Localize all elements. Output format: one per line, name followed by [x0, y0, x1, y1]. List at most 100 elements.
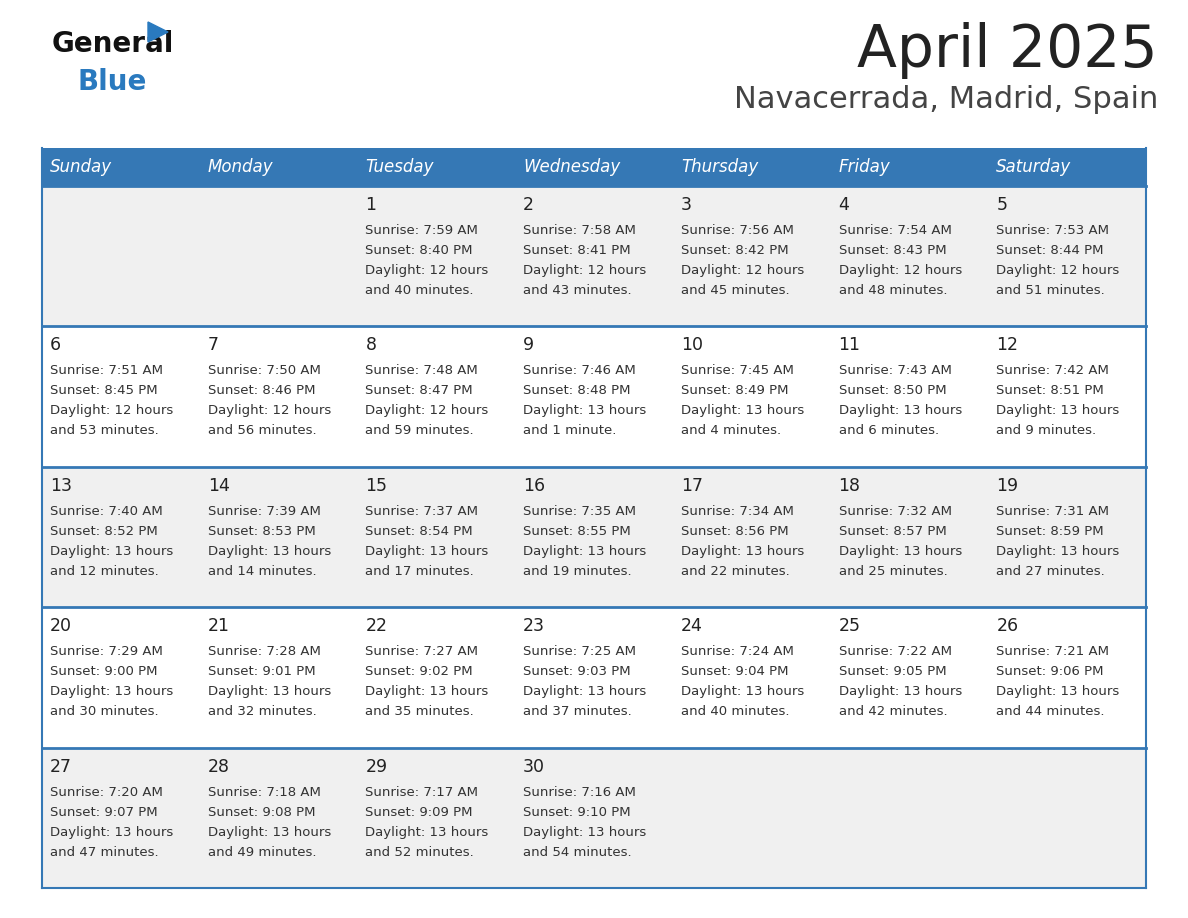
Text: Sunrise: 7:40 AM: Sunrise: 7:40 AM [50, 505, 163, 518]
Text: Daylight: 13 hours: Daylight: 13 hours [208, 685, 331, 699]
Text: 1: 1 [366, 196, 377, 214]
Text: 28: 28 [208, 757, 229, 776]
Text: Daylight: 13 hours: Daylight: 13 hours [523, 825, 646, 839]
Text: Sunset: 8:44 PM: Sunset: 8:44 PM [997, 244, 1104, 257]
Text: Sunrise: 7:21 AM: Sunrise: 7:21 AM [997, 645, 1110, 658]
Text: Sunrise: 7:54 AM: Sunrise: 7:54 AM [839, 224, 952, 237]
Text: 21: 21 [208, 617, 229, 635]
Text: Friday: Friday [839, 158, 890, 176]
Text: Sunrise: 7:22 AM: Sunrise: 7:22 AM [839, 645, 952, 658]
Text: Daylight: 13 hours: Daylight: 13 hours [50, 685, 173, 699]
Text: Daylight: 13 hours: Daylight: 13 hours [681, 685, 804, 699]
Text: Sunrise: 7:35 AM: Sunrise: 7:35 AM [523, 505, 636, 518]
Text: Wednesday: Wednesday [523, 158, 620, 176]
Text: Sunset: 9:00 PM: Sunset: 9:00 PM [50, 666, 158, 678]
Text: 11: 11 [839, 336, 860, 354]
Text: Sunset: 8:56 PM: Sunset: 8:56 PM [681, 525, 789, 538]
Text: and 32 minutes.: and 32 minutes. [208, 705, 316, 718]
Text: 26: 26 [997, 617, 1018, 635]
Text: Daylight: 12 hours: Daylight: 12 hours [50, 405, 173, 418]
Text: Sunset: 8:47 PM: Sunset: 8:47 PM [366, 385, 473, 397]
Text: 4: 4 [839, 196, 849, 214]
Text: 27: 27 [50, 757, 72, 776]
Text: 23: 23 [523, 617, 545, 635]
Text: and 42 minutes.: and 42 minutes. [839, 705, 947, 718]
Text: 29: 29 [366, 757, 387, 776]
Text: Daylight: 12 hours: Daylight: 12 hours [997, 264, 1119, 277]
Text: 22: 22 [366, 617, 387, 635]
Text: and 14 minutes.: and 14 minutes. [208, 565, 316, 577]
Text: Sunset: 8:48 PM: Sunset: 8:48 PM [523, 385, 631, 397]
Text: 20: 20 [50, 617, 72, 635]
Text: and 40 minutes.: and 40 minutes. [366, 284, 474, 297]
FancyBboxPatch shape [358, 148, 516, 186]
Text: Sunset: 8:55 PM: Sunset: 8:55 PM [523, 525, 631, 538]
Text: and 25 minutes.: and 25 minutes. [839, 565, 947, 577]
Text: 25: 25 [839, 617, 860, 635]
Text: and 27 minutes.: and 27 minutes. [997, 565, 1105, 577]
FancyBboxPatch shape [42, 607, 1146, 747]
Text: Daylight: 13 hours: Daylight: 13 hours [839, 405, 962, 418]
Text: Sunset: 8:53 PM: Sunset: 8:53 PM [208, 525, 316, 538]
Text: and 6 minutes.: and 6 minutes. [839, 424, 939, 437]
Text: Sunrise: 7:46 AM: Sunrise: 7:46 AM [523, 364, 636, 377]
Text: and 51 minutes.: and 51 minutes. [997, 284, 1105, 297]
Text: Sunset: 9:03 PM: Sunset: 9:03 PM [523, 666, 631, 678]
Text: Sunrise: 7:56 AM: Sunrise: 7:56 AM [681, 224, 794, 237]
Text: 13: 13 [50, 476, 72, 495]
Text: Daylight: 13 hours: Daylight: 13 hours [366, 825, 488, 839]
Text: Sunrise: 7:43 AM: Sunrise: 7:43 AM [839, 364, 952, 377]
Text: Daylight: 13 hours: Daylight: 13 hours [523, 405, 646, 418]
Text: Sunset: 8:50 PM: Sunset: 8:50 PM [839, 385, 946, 397]
Text: Sunset: 8:40 PM: Sunset: 8:40 PM [366, 244, 473, 257]
Text: Sunrise: 7:42 AM: Sunrise: 7:42 AM [997, 364, 1110, 377]
Text: Daylight: 13 hours: Daylight: 13 hours [366, 685, 488, 699]
Text: Sunset: 8:49 PM: Sunset: 8:49 PM [681, 385, 789, 397]
FancyBboxPatch shape [830, 148, 988, 186]
FancyBboxPatch shape [988, 148, 1146, 186]
Text: 9: 9 [523, 336, 535, 354]
Text: Daylight: 13 hours: Daylight: 13 hours [997, 685, 1119, 699]
Text: 30: 30 [523, 757, 545, 776]
Text: Daylight: 13 hours: Daylight: 13 hours [681, 544, 804, 558]
Text: Sunrise: 7:48 AM: Sunrise: 7:48 AM [366, 364, 479, 377]
Text: Daylight: 13 hours: Daylight: 13 hours [681, 405, 804, 418]
Text: Sunset: 9:09 PM: Sunset: 9:09 PM [366, 806, 473, 819]
Text: Sunset: 9:05 PM: Sunset: 9:05 PM [839, 666, 946, 678]
Text: Sunset: 8:45 PM: Sunset: 8:45 PM [50, 385, 158, 397]
Text: 24: 24 [681, 617, 703, 635]
Text: 17: 17 [681, 476, 703, 495]
Text: Daylight: 12 hours: Daylight: 12 hours [523, 264, 646, 277]
Text: and 17 minutes.: and 17 minutes. [366, 565, 474, 577]
Text: and 48 minutes.: and 48 minutes. [839, 284, 947, 297]
Text: and 59 minutes.: and 59 minutes. [366, 424, 474, 437]
Text: and 19 minutes.: and 19 minutes. [523, 565, 632, 577]
FancyBboxPatch shape [42, 466, 1146, 607]
Text: 3: 3 [681, 196, 691, 214]
Text: Daylight: 12 hours: Daylight: 12 hours [208, 405, 331, 418]
Text: Daylight: 12 hours: Daylight: 12 hours [366, 405, 488, 418]
Text: Saturday: Saturday [997, 158, 1072, 176]
Text: Sunday: Sunday [50, 158, 112, 176]
Text: Sunrise: 7:20 AM: Sunrise: 7:20 AM [50, 786, 163, 799]
Text: 18: 18 [839, 476, 860, 495]
Text: 8: 8 [366, 336, 377, 354]
Text: Daylight: 13 hours: Daylight: 13 hours [523, 685, 646, 699]
FancyBboxPatch shape [42, 148, 200, 186]
Text: Daylight: 13 hours: Daylight: 13 hours [366, 544, 488, 558]
Text: Daylight: 13 hours: Daylight: 13 hours [50, 825, 173, 839]
Text: 10: 10 [681, 336, 703, 354]
Text: Thursday: Thursday [681, 158, 758, 176]
Text: Daylight: 13 hours: Daylight: 13 hours [50, 544, 173, 558]
Text: Daylight: 12 hours: Daylight: 12 hours [366, 264, 488, 277]
Text: and 30 minutes.: and 30 minutes. [50, 705, 159, 718]
Text: Sunrise: 7:25 AM: Sunrise: 7:25 AM [523, 645, 636, 658]
Text: 14: 14 [208, 476, 229, 495]
Text: Sunrise: 7:53 AM: Sunrise: 7:53 AM [997, 224, 1110, 237]
Text: Sunset: 8:57 PM: Sunset: 8:57 PM [839, 525, 947, 538]
Text: Daylight: 13 hours: Daylight: 13 hours [208, 544, 331, 558]
Text: Sunset: 9:01 PM: Sunset: 9:01 PM [208, 666, 315, 678]
Text: and 1 minute.: and 1 minute. [523, 424, 617, 437]
Text: Sunrise: 7:17 AM: Sunrise: 7:17 AM [366, 786, 479, 799]
Text: and 47 minutes.: and 47 minutes. [50, 845, 159, 858]
